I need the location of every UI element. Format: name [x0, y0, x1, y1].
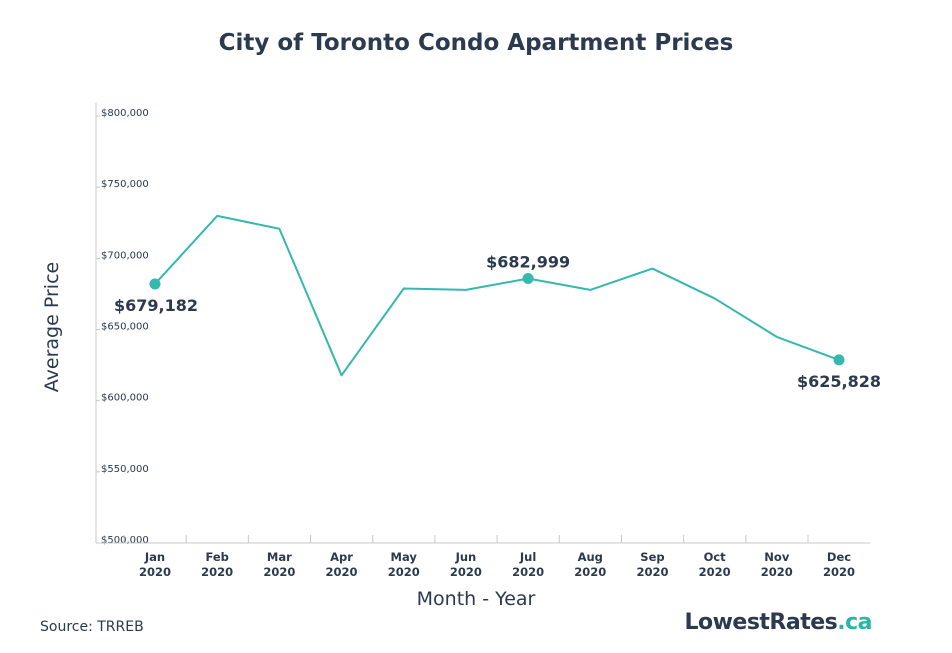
x-tick-label-year: 2020	[263, 565, 295, 579]
x-tick-label-month: Nov	[764, 550, 790, 564]
y-tick-label: $500,000	[101, 535, 149, 546]
logo-main-text: LowestRates	[684, 610, 838, 635]
y-tick-label: $550,000	[101, 464, 149, 475]
x-tick-label-month: Aug	[578, 550, 603, 564]
chart-title: City of Toronto Condo Apartment Prices	[218, 30, 734, 56]
x-tick-label-year: 2020	[512, 565, 544, 579]
y-axis-title: Average Price	[41, 261, 63, 393]
y-tick-label: $750,000	[101, 179, 149, 190]
data-point-marker	[522, 273, 534, 285]
y-axis: $800,000 $750,000 $700,000 $650,000 $600,000…	[95, 103, 149, 546]
x-tick-label-year: 2020	[201, 565, 233, 579]
x-tick-label-month: Apr	[330, 550, 353, 564]
x-tick-label-year: 2020	[574, 565, 606, 579]
x-axis: Jan2020Feb2020Mar2020Apr2020May2020Jun20…	[96, 535, 870, 579]
logo-tld-text: .ca	[837, 610, 872, 635]
y-tick-label: $650,000	[101, 322, 149, 333]
x-axis-title: Month - Year	[416, 588, 536, 610]
series-line	[154, 214, 840, 377]
data-point-marker	[149, 278, 161, 290]
brand-logo[interactable]: LowestRates.ca	[684, 610, 872, 635]
data-label: $682,999	[486, 253, 570, 272]
x-tick-label-month: Feb	[205, 550, 228, 564]
x-tick-label-year: 2020	[636, 565, 668, 579]
x-tick-label-year: 2020	[823, 565, 855, 579]
x-tick-label-month: Mar	[267, 550, 292, 564]
data-label: $625,828	[797, 372, 881, 391]
x-tick-label-year: 2020	[699, 565, 731, 579]
y-tick-label: $600,000	[101, 393, 149, 404]
x-tick-label-month: Sep	[640, 550, 664, 564]
annotations: $679,182 $682,999 $625,828	[114, 253, 881, 391]
x-tick-label-month: Jun	[455, 550, 477, 564]
source-note: Source: TRREB	[40, 619, 144, 635]
x-tick-label-year: 2020	[450, 565, 482, 579]
data-point-marker	[833, 354, 845, 366]
x-tick-label-year: 2020	[139, 565, 171, 579]
x-tick-label-year: 2020	[326, 565, 358, 579]
x-tick-label-month: Jan	[144, 550, 165, 564]
x-tick-label-month: May	[391, 550, 418, 564]
x-tick-label-month: Dec	[827, 550, 851, 564]
x-tick-label-year: 2020	[388, 565, 420, 579]
series	[154, 214, 840, 377]
data-label: $679,182	[114, 296, 198, 315]
y-tick-label: $700,000	[101, 250, 149, 261]
x-tick-label-year: 2020	[761, 565, 793, 579]
y-tick-label: $800,000	[101, 108, 149, 119]
x-tick-label-month: Oct	[704, 550, 727, 564]
x-tick-label-month: Jul	[519, 550, 536, 564]
